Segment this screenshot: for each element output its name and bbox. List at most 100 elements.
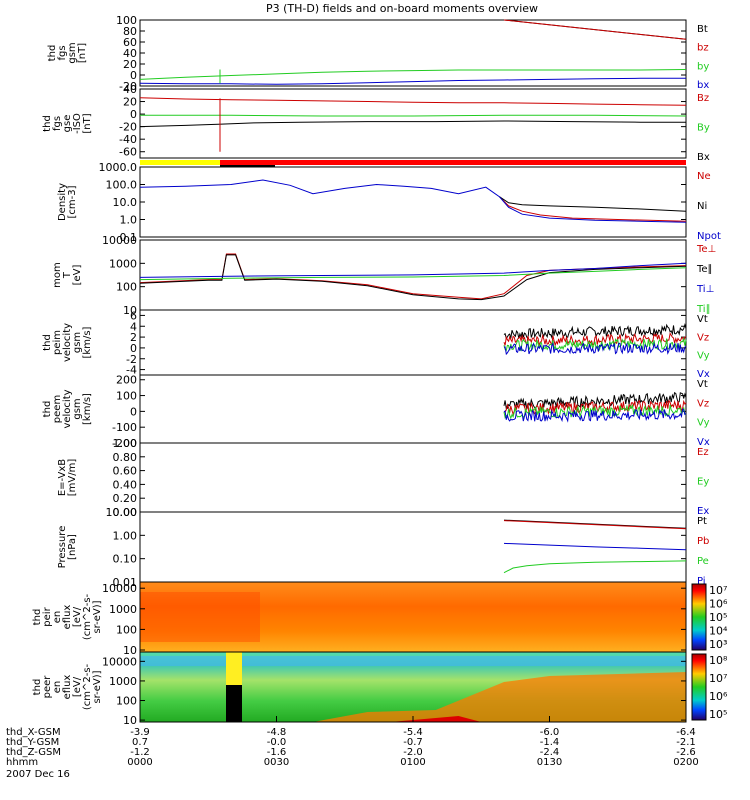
legend-p4-3: Ti∥ (696, 304, 711, 315)
y-tick-label: 1000 (109, 603, 137, 616)
panel-p3: 1000.0 100.0 10.0 1.0 0.1 Density [cm-3] Ne Ni Np… (57, 161, 721, 244)
legend-p2-1: By (697, 123, 710, 134)
legend-p6-0: Vt (697, 379, 708, 390)
legend-p5-2: Vy (697, 351, 710, 362)
y-tick-label: -2 (126, 353, 137, 366)
y-tick-label: -20 (119, 80, 137, 93)
y-tick-label: 10 (123, 644, 137, 657)
y-tick-label: -100 (112, 421, 137, 434)
ephem-value: 0130 (537, 757, 562, 768)
y-axis-label: [cm-3] (67, 185, 78, 218)
legend-p1-1: bz (697, 43, 709, 54)
date-label: 2007 Dec 16 (6, 769, 70, 780)
y-axis-label: [km/s] (82, 326, 93, 358)
series-line-p4-1 (139, 254, 687, 301)
y-tick-label: 0.10 (113, 553, 138, 566)
legend-p8-2: Pe (697, 556, 709, 567)
series-line-p6-3 (503, 408, 687, 423)
y-axis-label: T (62, 271, 73, 279)
y-axis-label: peer (42, 675, 53, 699)
colorbar-tick: 10⁸ (709, 654, 728, 667)
y-tick-label: 100.0 (106, 179, 138, 192)
series-line-p5-1 (503, 332, 687, 348)
ephem-value: -6.0 (540, 727, 560, 738)
legend-p3-0: Ne (697, 171, 711, 182)
ephem-value: -1.4 (540, 737, 560, 748)
ephem-value: 0.7 (132, 737, 148, 748)
y-tick-label: 1000 (109, 675, 137, 688)
ephem-row-label: thd_X-GSM (6, 727, 61, 738)
legend-p8-1: Pb (697, 536, 709, 547)
y-tick-label: 10000 (102, 655, 137, 668)
y-axis-label: en (52, 611, 63, 624)
y-tick-label: 200 (116, 374, 137, 387)
ephem-row-label: hhmm (6, 757, 38, 768)
electron-high-energy-band (140, 656, 686, 666)
ephem-value: 0030 (264, 757, 289, 768)
y-tick-label: 10000 (102, 234, 137, 247)
panel-p10: 10⁸ 10⁷ 10⁶ 10⁵ 10000 1000 100 10 thd peer en eflux… (32, 651, 728, 727)
data-gap-black (226, 685, 242, 722)
y-axis-label: velocity (62, 323, 73, 362)
legend-p8-0: Pt (697, 516, 707, 527)
mode-bar-fast (220, 160, 686, 165)
y-axis-label: gsm (67, 42, 78, 63)
panel-p6: 200 100 0 -100 -200 thd peem velocity gsm [km/s] V… (42, 374, 710, 450)
ephem-value: -4.8 (267, 727, 287, 738)
series-line-p5-3 (503, 341, 687, 356)
y-tick-label: -60 (119, 146, 137, 159)
y-tick-label: 100 (116, 695, 137, 708)
y-axis-label: peir (42, 606, 53, 626)
y-tick-label: 0.1 (120, 231, 138, 244)
colorbar-tick: 10⁵ (709, 611, 727, 624)
ephem-value: -1.2 (130, 747, 150, 758)
ephem-value: -6.4 (676, 727, 696, 738)
y-axis-label: E=-VxB (57, 459, 68, 496)
colorbar-tick: 10⁵ (709, 708, 727, 721)
series-line-p4-3 (139, 267, 687, 281)
y-axis-label: thd (42, 401, 53, 418)
y-tick-label: 1000.0 (99, 161, 138, 174)
y-tick-label: -200 (112, 437, 137, 450)
legend-p6-3: Vx (697, 437, 710, 448)
mode-bar (140, 160, 686, 167)
y-axis-label: [nPa] (67, 534, 78, 560)
y-tick-label: 0 (130, 342, 137, 355)
panel-frame (139, 166, 687, 238)
colorbar-p9 (691, 583, 707, 651)
y-tick-label: 2 (130, 331, 137, 344)
series-line-p3-0 (499, 196, 687, 222)
y-tick-label: -4 (126, 364, 137, 377)
series-line-p3-2 (139, 179, 687, 223)
y-axis-label: gsm (72, 332, 83, 353)
y-axis-label: [eV/ (72, 606, 83, 627)
y-axis-label: gse (62, 115, 73, 133)
series-line-p2-0 (139, 97, 687, 106)
y-tick-label: 80 (123, 25, 137, 38)
series-line-p2-1 (140, 114, 687, 117)
legend-p6-1: Vz (697, 398, 709, 409)
y-tick-label: 100 (116, 14, 137, 27)
y-axis-label: [eV] (72, 265, 83, 286)
ephem-value: 0000 (127, 757, 152, 768)
y-axis-label: peim (52, 330, 63, 355)
series-line-p6-1 (503, 399, 687, 416)
y-axis-label: velocity (62, 389, 73, 428)
ephemeris-axis: thd_X-GSM -3.9 -4.8 -5.4 -6.0 -6.4 thd_Y-GSM 0.… (6, 716, 699, 768)
panel-frame (139, 309, 687, 376)
y-tick-label: 10000 (102, 582, 137, 595)
series-line-p8-3 (503, 542, 687, 551)
y-axis-label: [eV/ (72, 676, 83, 697)
y-axis-label: [km/s] (82, 393, 93, 425)
ephem-value: -3.9 (130, 727, 150, 738)
ephem-value: -5.4 (403, 727, 423, 738)
panel-p8: 10.00 1.00 0.10 0.01 Pressure [nPa] Pt Pb Pe Pi (57, 506, 709, 589)
ephem-value: -0.0 (267, 737, 287, 748)
mode-bar-slow (140, 160, 220, 165)
colorbar-tick: 10⁷ (709, 672, 727, 685)
legend-p5-3: Vx (697, 369, 710, 380)
